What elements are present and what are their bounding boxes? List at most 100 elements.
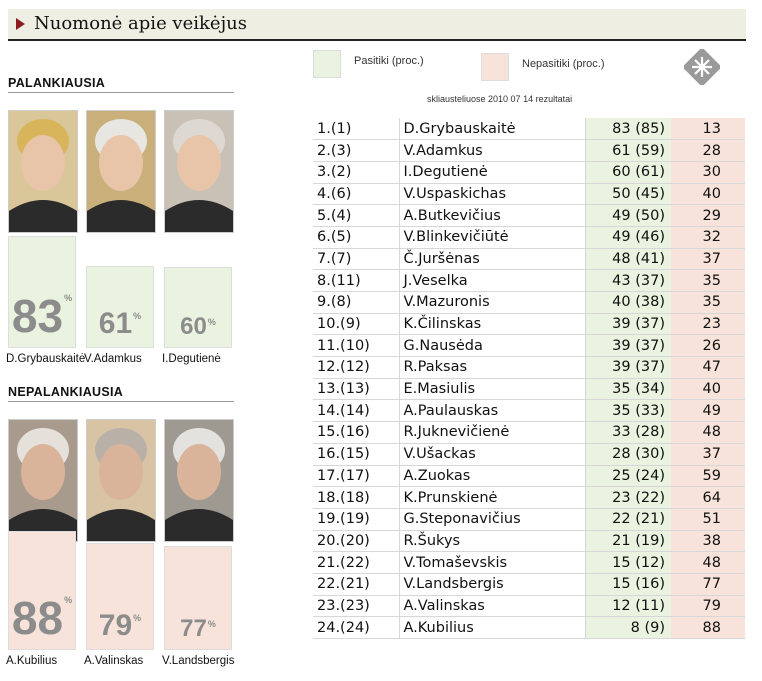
name-cell: Č.Juršėnas (399, 248, 586, 271)
name-cell: K.Prunskienė (399, 486, 586, 509)
unfavorable-bar-value: 88% (9, 591, 75, 645)
distrust-cell: 38 (671, 530, 745, 553)
bar-value-number: 88 (11, 592, 64, 644)
distrust-cell: 37 (671, 443, 745, 466)
unfavorable-bar-value: 77% (165, 615, 231, 643)
unfavorable-section-label: NEPALANKIAUSIA (8, 385, 234, 402)
favorable-person-name: D.Grybauskaitė (6, 353, 86, 365)
trust-cell: 22 (21) (585, 508, 671, 531)
unfavorable-person-name: A.Kubilius (6, 655, 58, 667)
unfavorable-bar: 88% (8, 531, 76, 650)
favorable-section-label: PALANKIAUSIA (8, 76, 234, 93)
unfavorable-bar: 77% (164, 546, 232, 650)
name-cell: A.Paulauskas (399, 399, 586, 423)
table-row: 13.(13) E.Masiulis 35 (34) 40 (313, 378, 745, 401)
title-arrow-icon (16, 18, 25, 30)
favorable-photo (86, 110, 156, 233)
trust-cell: 35 (34) (585, 378, 671, 401)
trust-cell: 49 (46) (585, 226, 671, 249)
name-cell: G.Nausėda (399, 334, 586, 358)
trust-cell: 49 (50) (585, 204, 671, 227)
rank-cell: 8.(11) (313, 269, 400, 292)
trust-cell: 39 (37) (585, 334, 671, 358)
ranking-table: 1.(1) D.Grybauskaitė 83 (85) 13 2.(3) V.Adamk… (313, 118, 745, 639)
rank-cell: 5.(4) (313, 204, 400, 227)
table-row: 20.(20) R.Šukys 21 (19) 38 (313, 530, 745, 553)
trust-cell: 15 (12) (585, 551, 671, 574)
bar-value-number: 60 (180, 313, 207, 340)
percent-sign: % (207, 317, 216, 327)
rank-cell: 1.(1) (313, 118, 400, 141)
name-cell: I.Degutienė (399, 161, 586, 184)
table-row: 16.(15) V.Ušackas 28 (30) 37 (313, 443, 745, 466)
name-cell: G.Steponavičius (399, 508, 586, 531)
name-cell: R.Juknevičienė (399, 421, 586, 444)
distrust-cell: 32 (671, 226, 745, 249)
name-cell: V.Adamkus (399, 139, 586, 162)
rank-cell: 22.(21) (313, 573, 400, 596)
unfavorable-photo (164, 419, 234, 542)
table-row: 9.(8) V.Mazuronis 40 (38) 35 (313, 291, 745, 314)
table-row: 21.(22) V.Tomaševskis 15 (12) 48 (313, 551, 745, 574)
distrust-cell: 64 (671, 486, 745, 509)
distrust-cell: 26 (671, 334, 745, 358)
page-title: Nuomonė apie veikėjus (34, 13, 247, 34)
percent-sign: % (64, 595, 73, 605)
bar-value-number: 79 (98, 609, 133, 642)
name-cell: V.Ušackas (399, 443, 586, 466)
table-row: 5.(4) A.Butkevičius 49 (50) 29 (313, 204, 745, 227)
favorable-person-name: I.Degutienė (162, 353, 221, 365)
table-row: 24.(24) A.Kubilius 8 (9) 88 (313, 616, 745, 639)
percent-sign: % (64, 293, 73, 303)
comparison-note: skliausteliuose 2010 07 14 rezultatai (427, 94, 573, 104)
table-row: 23.(23) A.Valinskas 12 (11) 79 (313, 595, 745, 618)
name-cell: V.Landsbergis (399, 573, 586, 596)
favorable-bar-value: 60% (165, 313, 231, 341)
unfavorable-bar: 79% (86, 543, 154, 650)
distrust-cell: 59 (671, 465, 745, 488)
trust-cell: 21 (19) (585, 530, 671, 553)
trust-cell: 50 (45) (585, 183, 671, 206)
legend-distrust-swatch (481, 53, 509, 81)
favorable-person-name: V.Adamkus (84, 353, 142, 365)
rank-cell: 24.(24) (313, 616, 400, 639)
rank-cell: 7.(7) (313, 248, 400, 271)
unfavorable-photo (86, 419, 156, 542)
trust-cell: 40 (38) (585, 291, 671, 314)
favorable-bar-value: 83% (9, 289, 75, 343)
distrust-cell: 30 (671, 161, 745, 184)
rank-cell: 6.(5) (313, 226, 400, 249)
bar-value-number: 61 (98, 307, 133, 340)
rank-cell: 16.(15) (313, 443, 400, 466)
name-cell: A.Kubilius (399, 616, 586, 639)
table-row: 18.(18) K.Prunskienė 23 (22) 64 (313, 486, 745, 509)
name-cell: J.Veselka (399, 269, 586, 292)
rank-cell: 3.(2) (313, 161, 400, 184)
table-row: 4.(6) V.Uspaskichas 50 (45) 40 (313, 183, 745, 206)
name-cell: V.Mazuronis (399, 291, 586, 314)
legend-trust-swatch (313, 50, 341, 78)
name-cell: A.Zuokas (399, 465, 586, 488)
unfavorable-photo (8, 419, 78, 542)
trust-cell: 12 (11) (585, 595, 671, 618)
trust-cell: 48 (41) (585, 248, 671, 271)
distrust-cell: 35 (671, 269, 745, 292)
rank-cell: 14.(14) (313, 399, 400, 423)
distrust-cell: 13 (671, 118, 745, 141)
rank-cell: 2.(3) (313, 139, 400, 162)
table-row: 14.(14) A.Paulauskas 35 (33) 49 (313, 399, 745, 423)
distrust-cell: 48 (671, 421, 745, 444)
rank-cell: 17.(17) (313, 465, 400, 488)
distrust-cell: 37 (671, 248, 745, 271)
table-row: 12.(12) R.Paksas 39 (37) 47 (313, 356, 745, 379)
percent-sign: % (133, 311, 142, 321)
table-row: 3.(2) I.Degutienė 60 (61) 30 (313, 161, 745, 184)
trust-cell: 39 (37) (585, 356, 671, 379)
favorable-photo (164, 110, 234, 233)
distrust-cell: 47 (671, 356, 745, 379)
distrust-cell: 77 (671, 573, 745, 596)
name-cell: K.Čilinskas (399, 313, 586, 336)
favorable-bar: 61% (86, 266, 154, 348)
distrust-cell: 40 (671, 378, 745, 401)
distrust-cell: 48 (671, 551, 745, 574)
